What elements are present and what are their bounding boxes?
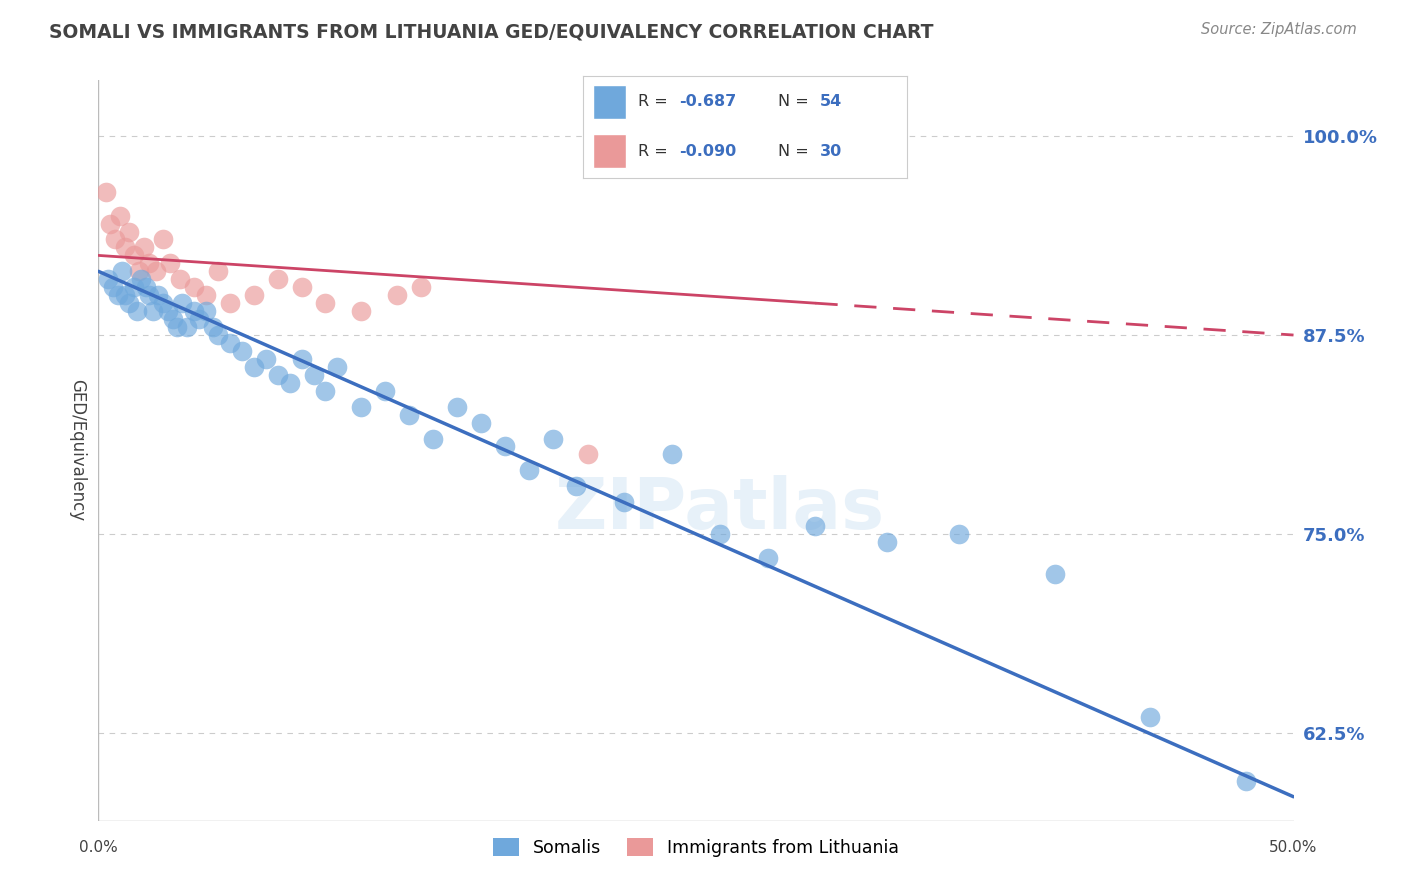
Legend: Somalis, Immigrants from Lithuania: Somalis, Immigrants from Lithuania: [486, 831, 905, 863]
Point: [804, 519, 827, 533]
Point: [124, 248, 146, 262]
Point: [98, 217, 122, 231]
Text: 30: 30: [820, 144, 842, 159]
Point: [148, 288, 170, 302]
Point: [613, 495, 636, 509]
Point: [948, 527, 970, 541]
Text: SOMALI VS IMMIGRANTS FROM LITHUANIA GED/EQUIVALENCY CORRELATION CHART: SOMALI VS IMMIGRANTS FROM LITHUANIA GED/…: [49, 22, 934, 41]
Point: [108, 209, 131, 223]
Point: [350, 304, 373, 318]
Text: N =: N =: [778, 95, 814, 110]
Text: R =: R =: [638, 144, 673, 159]
Text: R =: R =: [638, 95, 673, 110]
Point: [183, 280, 205, 294]
Point: [756, 550, 779, 565]
Point: [162, 312, 184, 326]
Text: 0.0%: 0.0%: [79, 839, 118, 855]
Point: [578, 447, 600, 461]
Point: [195, 304, 218, 318]
Point: [132, 240, 155, 254]
Y-axis label: GED/Equivalency: GED/Equivalency: [67, 379, 86, 522]
Point: [374, 384, 396, 398]
Point: [207, 264, 229, 278]
Point: [152, 232, 174, 246]
Point: [118, 296, 141, 310]
Point: [114, 288, 136, 302]
Point: [169, 272, 191, 286]
Point: [315, 384, 337, 398]
Point: [219, 296, 242, 310]
Point: [231, 343, 253, 358]
Point: [494, 440, 516, 454]
Point: [124, 280, 146, 294]
Point: [104, 232, 127, 246]
Point: [145, 264, 167, 278]
Text: 50.0%: 50.0%: [1270, 839, 1317, 855]
Point: [114, 240, 136, 254]
Point: [166, 320, 188, 334]
Point: [1043, 566, 1066, 581]
Point: [156, 304, 179, 318]
Point: [138, 256, 160, 270]
Point: [411, 280, 433, 294]
Point: [541, 432, 564, 446]
Point: [709, 527, 731, 541]
Point: [291, 280, 314, 294]
Point: [125, 304, 148, 318]
Text: -0.090: -0.090: [679, 144, 737, 159]
Point: [94, 185, 117, 199]
Point: [446, 400, 468, 414]
Point: [176, 320, 198, 334]
Point: [243, 359, 266, 374]
Point: [202, 320, 225, 334]
Point: [517, 463, 540, 477]
Point: [207, 328, 229, 343]
Text: N =: N =: [778, 144, 814, 159]
Point: [470, 416, 492, 430]
Point: [422, 432, 444, 446]
Point: [111, 264, 134, 278]
Point: [172, 296, 194, 310]
Text: -0.687: -0.687: [679, 95, 737, 110]
Point: [183, 304, 205, 318]
Point: [138, 288, 160, 302]
Point: [1139, 710, 1161, 724]
Point: [565, 479, 588, 493]
Point: [142, 304, 165, 318]
Point: [101, 280, 124, 294]
Text: ZIPatlas: ZIPatlas: [555, 475, 884, 544]
Point: [315, 296, 337, 310]
Point: [1234, 773, 1257, 788]
Point: [326, 359, 349, 374]
Bar: [593, 85, 626, 119]
Point: [187, 312, 209, 326]
Point: [254, 351, 277, 366]
Point: [876, 535, 898, 549]
Point: [131, 272, 153, 286]
Point: [267, 368, 290, 382]
Point: [159, 256, 181, 270]
Point: [278, 376, 301, 390]
Point: [195, 288, 218, 302]
Text: Source: ZipAtlas.com: Source: ZipAtlas.com: [1201, 22, 1357, 37]
Point: [661, 447, 683, 461]
Bar: [593, 135, 626, 168]
Point: [107, 288, 129, 302]
Point: [291, 351, 314, 366]
Point: [243, 288, 266, 302]
Point: [398, 408, 420, 422]
Point: [135, 280, 157, 294]
Point: [152, 296, 174, 310]
Text: 54: 54: [820, 95, 842, 110]
Point: [302, 368, 325, 382]
Point: [118, 225, 141, 239]
Point: [97, 272, 120, 286]
Point: [350, 400, 373, 414]
Point: [267, 272, 290, 286]
Point: [219, 336, 242, 351]
Point: [385, 288, 409, 302]
Point: [128, 264, 150, 278]
